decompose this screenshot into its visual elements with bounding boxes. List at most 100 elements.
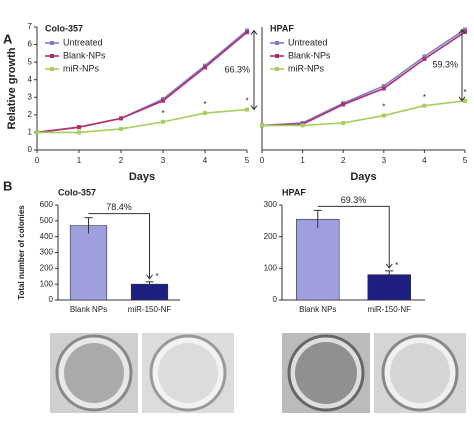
legend-marker (275, 54, 279, 58)
colony-photos (50, 333, 466, 413)
y-tick-label: 0 (49, 295, 54, 304)
annotation: 78.4% (106, 202, 132, 212)
series-line (261, 28, 466, 127)
legend-label: Untreated (63, 37, 103, 47)
point (422, 54, 427, 59)
y-axis-label: Total number of colonies (17, 205, 26, 300)
legend-label: Untreated (288, 37, 328, 47)
annotation: 59.3% (432, 60, 458, 70)
point (381, 113, 386, 118)
annotation-bracket (317, 205, 393, 269)
dish (381, 334, 459, 412)
x-tick-label: Blank NPs (299, 305, 336, 314)
point (381, 86, 386, 91)
y-tick-label: 100 (264, 263, 278, 272)
point (203, 111, 207, 116)
y-tick-label: 0 (28, 145, 33, 154)
bar (295, 218, 340, 301)
point (463, 98, 467, 103)
x-tick-label: 1 (77, 156, 82, 165)
y-tick-label: 300 (40, 248, 54, 257)
panel-label: B (3, 178, 12, 193)
y-tick-label: 200 (40, 263, 54, 272)
chart-title: Colo-357 (45, 23, 83, 33)
significance: * (203, 100, 206, 109)
series-line (36, 31, 248, 134)
point (422, 56, 427, 61)
x-axis-label: Days (350, 171, 376, 183)
annotation: 66.3% (224, 64, 250, 74)
bar (69, 225, 108, 301)
series-line (37, 108, 248, 134)
legend-label: miR-NPs (288, 63, 324, 73)
y-tick-label: 600 (40, 200, 54, 209)
x-tick-label: 0 (260, 156, 265, 165)
chart-title: HPAF (282, 187, 306, 197)
panel-label: A (3, 31, 13, 46)
x-tick-label: miR-150-NF (128, 305, 172, 314)
x-tick-label: Blank NPs (70, 305, 107, 314)
y-tick-label: 400 (40, 232, 54, 241)
dish (149, 334, 227, 412)
point (119, 126, 123, 131)
series-line (262, 100, 466, 127)
y-axis-label: Relative growth (6, 47, 18, 129)
legend-marker (50, 67, 54, 71)
point (300, 123, 305, 128)
x-axis-label: Days (129, 171, 155, 183)
significance: * (156, 272, 159, 281)
significance: * (245, 97, 248, 106)
point (381, 84, 386, 89)
chart-title: HPAF (270, 23, 294, 33)
point (77, 125, 81, 130)
legend-label: Blank-NPs (288, 50, 331, 60)
significance: * (382, 103, 385, 112)
y-tick-label: 4 (28, 75, 33, 84)
x-tick-label: miR-150-NF (367, 305, 411, 314)
legend-marker (50, 41, 54, 45)
x-tick-label: 4 (422, 156, 427, 165)
colonies (295, 342, 357, 404)
x-tick-label: 5 (463, 156, 468, 165)
y-tick-label: 100 (40, 279, 54, 288)
x-tick-label: 3 (382, 156, 387, 165)
chart-title: Colo-357 (58, 187, 96, 197)
y-tick-label: 500 (40, 216, 54, 225)
point (260, 123, 264, 128)
point (341, 120, 346, 125)
arrow-head (458, 28, 466, 102)
y-tick-label: 7 (28, 22, 33, 31)
x-tick-label: 5 (245, 156, 250, 165)
y-tick-label: 300 (264, 200, 278, 209)
y-tick-label: 1 (28, 128, 33, 137)
y-tick-label: 200 (264, 232, 278, 241)
x-tick-label: 2 (119, 156, 124, 165)
y-tick-label: 0 (273, 295, 278, 304)
colonies (158, 343, 218, 403)
point (341, 102, 346, 107)
colonies (64, 343, 124, 403)
annotation-bracket (88, 213, 153, 280)
point (77, 130, 81, 135)
x-tick-label: 1 (300, 156, 305, 165)
colonies (390, 343, 450, 403)
point (161, 119, 165, 124)
point (422, 103, 427, 108)
point (245, 30, 249, 35)
point (203, 65, 207, 70)
legend-marker (50, 54, 54, 58)
legend-marker (275, 67, 279, 71)
x-tick-label: 0 (35, 156, 40, 165)
significance: * (463, 88, 466, 97)
legend-label: Blank-NPs (63, 50, 106, 60)
point (245, 107, 249, 112)
legend-marker (275, 41, 279, 45)
x-tick-label: 3 (161, 156, 166, 165)
point (463, 27, 467, 32)
point (463, 29, 467, 34)
legend-label: miR-NPs (63, 63, 99, 73)
series-line (261, 31, 466, 127)
y-tick-label: 3 (28, 92, 33, 101)
